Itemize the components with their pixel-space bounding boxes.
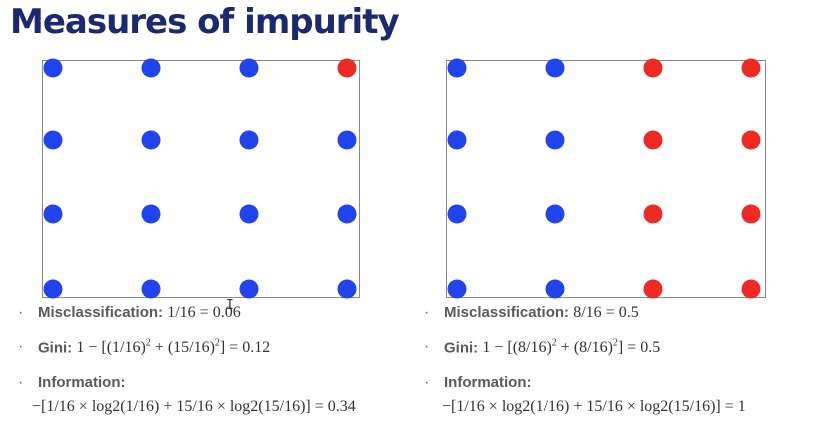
blue-dot [141, 204, 161, 224]
left-dot-grid [42, 58, 360, 299]
blue-dot [337, 279, 357, 299]
blue-dot [239, 279, 259, 299]
blue-dot [43, 279, 63, 299]
red-dot [643, 130, 663, 150]
blue-dot [447, 58, 467, 78]
blue-dot [239, 204, 259, 224]
gini-formula: 1 − [(1/16)2 + (15/16)2] = 0.12 [76, 338, 271, 357]
blue-dot [545, 204, 565, 224]
red-dot [643, 204, 663, 224]
blue-dot [545, 279, 565, 299]
right-dot-grid-svg [447, 58, 761, 299]
red-dot [741, 279, 761, 299]
blue-dot [239, 130, 259, 150]
blue-dot [337, 204, 357, 224]
gini-label: Gini: [444, 339, 479, 357]
left-information-formula-row: −[1/16 × log2(1/16) + 15/16 × log2(15/16… [32, 398, 356, 416]
misclassification-label: Misclassification: [38, 304, 164, 321]
blue-dot [141, 58, 161, 78]
right-information-formula-row: −[1/16 × log2(1/16) + 15/16 × log2(15/16… [442, 398, 746, 416]
red-dot [643, 58, 663, 78]
blue-dot [43, 58, 63, 78]
slide-title: Measures of impurity [10, 2, 400, 42]
red-dot [741, 58, 761, 78]
blue-dot [337, 130, 357, 150]
bullet-dot: · [424, 374, 430, 391]
gini-formula: 1 − [(8/16)2 + (8/16)2] = 0.5 [482, 338, 661, 357]
information-formula: −[1/16 × log2(1/16) + 15/16 × log2(15/16… [442, 398, 746, 415]
blue-dot [239, 58, 259, 78]
red-dot [337, 58, 357, 78]
bullet-dot: · [18, 304, 24, 321]
blue-dot [43, 204, 63, 224]
gini-label: Gini: [38, 339, 73, 357]
information-label: Information: [38, 374, 126, 391]
bullet-dot: · [18, 374, 24, 391]
bullet-dot: · [424, 304, 430, 321]
blue-dot [43, 130, 63, 150]
misclassification-formula: 8/16 = 0.5 [573, 304, 639, 321]
red-dot [643, 279, 663, 299]
red-dot [741, 130, 761, 150]
right-bullets: · Misclassification: 8/16 = 0.5 · Gini: … [424, 300, 812, 425]
left-bullets: · Misclassification: 1/16 = 0.06 I · Gin… [18, 298, 418, 425]
right-dot-grid [446, 58, 766, 299]
misclassification-formula: 1/16 = 0.06 [167, 304, 241, 321]
misclassification-label: Misclassification: [444, 304, 570, 321]
blue-dot [447, 204, 467, 224]
bullet-dot: · [18, 338, 24, 355]
red-dot [741, 204, 761, 224]
blue-dot [141, 130, 161, 150]
information-formula: −[1/16 × log2(1/16) + 15/16 × log2(15/16… [32, 398, 356, 415]
blue-dot [545, 58, 565, 78]
blue-dot [447, 130, 467, 150]
blue-dot [447, 279, 467, 299]
text-cursor-icon: I [226, 298, 234, 313]
information-label: Information: [444, 374, 532, 391]
left-dot-grid-svg [43, 58, 357, 299]
blue-dot [141, 279, 161, 299]
bullet-dot: · [424, 338, 430, 355]
blue-dot [545, 130, 565, 150]
